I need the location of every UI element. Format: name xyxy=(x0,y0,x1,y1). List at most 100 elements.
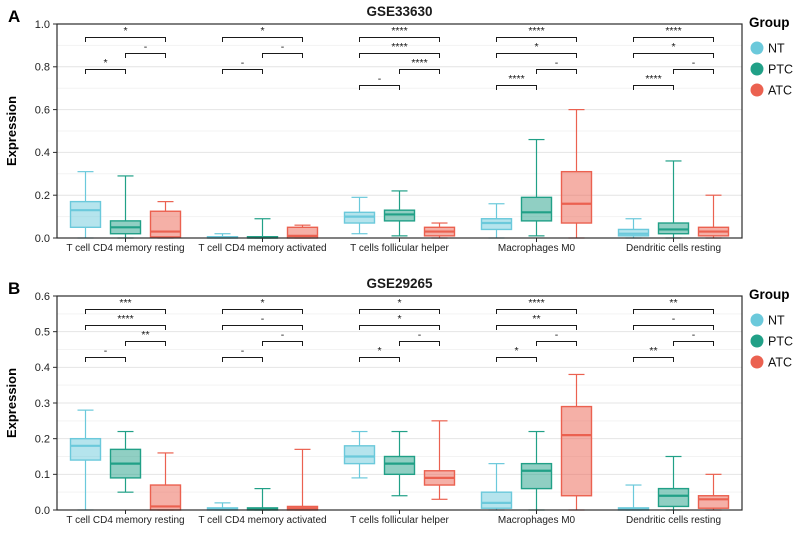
x-axis-category-label: T cells follicular helper xyxy=(350,515,449,526)
significance-bracket xyxy=(222,309,303,314)
significance-bracket xyxy=(85,325,166,330)
significance-label: **** xyxy=(665,25,681,37)
significance-bracket xyxy=(496,37,577,42)
panel-letter: A xyxy=(8,7,20,26)
y-axis-tick-label: 0.4 xyxy=(35,362,50,374)
box-NT xyxy=(343,445,376,465)
significance-bracket xyxy=(262,341,303,346)
significance-label: - xyxy=(104,345,108,357)
significance-label: * xyxy=(123,25,127,37)
significance-bracket xyxy=(633,85,674,90)
significance-label: * xyxy=(377,345,381,357)
significance-label: - xyxy=(261,313,265,325)
significance-bracket xyxy=(85,37,166,42)
legend-item-label: NT xyxy=(768,41,785,55)
significance-bracket xyxy=(85,69,126,74)
legend-title: Group xyxy=(749,15,790,30)
y-axis-title: Expression xyxy=(4,96,19,166)
box-PTC xyxy=(657,487,690,508)
significance-label: - xyxy=(672,313,676,325)
significance-bracket xyxy=(633,309,714,314)
y-axis-title: Expression xyxy=(4,368,19,438)
panel-letter: B xyxy=(8,279,20,298)
y-axis-tick-label: 0.6 xyxy=(35,104,50,116)
significance-label: **** xyxy=(391,41,407,53)
significance-bracket xyxy=(359,53,440,58)
significance-label: - xyxy=(378,73,382,85)
significance-label: ** xyxy=(532,313,540,325)
box-PTC xyxy=(520,196,553,222)
box-ATC xyxy=(149,210,182,238)
significance-bracket xyxy=(359,325,440,330)
significance-label: * xyxy=(260,25,264,37)
y-axis-tick-label: 0.2 xyxy=(35,433,50,445)
significance-label: **** xyxy=(528,297,544,309)
significance-bracket xyxy=(399,341,440,346)
legend-swatch-PTC xyxy=(750,334,764,348)
significance-bracket xyxy=(262,53,303,58)
significance-bracket xyxy=(496,357,537,362)
x-axis-category-label: Macrophages M0 xyxy=(498,515,576,526)
x-axis-category-label: T cell CD4 memory resting xyxy=(66,243,184,254)
box-PTC xyxy=(383,455,416,476)
y-axis-tick-label: 0.1 xyxy=(35,469,50,481)
box-NT xyxy=(69,437,102,461)
significance-label: * xyxy=(671,41,675,53)
significance-label: ** xyxy=(649,345,657,357)
legend-title: Group xyxy=(749,287,790,302)
y-axis-tick-label: 0.0 xyxy=(35,505,50,517)
significance-label: **** xyxy=(645,73,661,85)
legend-swatch-NT xyxy=(750,41,764,55)
significance-label: * xyxy=(397,297,401,309)
x-axis-category-label: Macrophages M0 xyxy=(498,243,576,254)
legend-swatch-NT xyxy=(750,313,764,327)
significance-bracket xyxy=(633,357,674,362)
significance-label: - xyxy=(241,57,245,69)
box-NT xyxy=(69,200,102,228)
legend-swatch-PTC xyxy=(750,62,764,76)
significance-label: - xyxy=(281,41,285,53)
significance-label: ** xyxy=(141,329,149,341)
y-axis-tick-label: 0.0 xyxy=(35,233,50,245)
box-ATC xyxy=(697,495,730,509)
legend-item-label: NT xyxy=(768,313,785,327)
x-axis-category-label: T cell CD4 memory activated xyxy=(198,243,326,254)
significance-bracket xyxy=(496,85,537,90)
significance-bracket xyxy=(359,37,440,42)
legend-item-label: PTC xyxy=(768,62,793,76)
y-axis-tick-label: 0.5 xyxy=(35,326,50,338)
significance-label: * xyxy=(103,57,107,69)
significance-label: **** xyxy=(391,25,407,37)
legend-item-label: ATC xyxy=(768,355,792,369)
y-axis-tick-label: 0.4 xyxy=(35,147,50,159)
legend-swatch-ATC xyxy=(750,355,764,369)
significance-bracket xyxy=(536,69,577,74)
chart-title: GSE29265 xyxy=(366,276,433,291)
significance-bracket xyxy=(633,37,714,42)
box-ATC xyxy=(560,170,593,224)
significance-label: * xyxy=(534,41,538,53)
significance-label: - xyxy=(692,329,696,341)
box-ATC xyxy=(560,405,593,497)
significance-bracket xyxy=(125,53,166,58)
significance-bracket xyxy=(673,69,714,74)
legend-item-label: ATC xyxy=(768,83,792,97)
significance-label: **** xyxy=(528,25,544,37)
significance-label: ** xyxy=(669,297,677,309)
significance-label: - xyxy=(144,41,148,53)
significance-label: * xyxy=(514,345,518,357)
significance-bracket xyxy=(125,341,166,346)
significance-bracket xyxy=(536,341,577,346)
y-axis-tick-label: 1.0 xyxy=(35,19,50,31)
significance-label: **** xyxy=(508,73,524,85)
significance-bracket xyxy=(222,69,263,74)
legend-swatch-ATC xyxy=(750,83,764,97)
significance-label: *** xyxy=(119,297,131,309)
significance-bracket xyxy=(496,53,577,58)
x-axis-category-label: Dendritic cells resting xyxy=(626,243,721,254)
box-NT xyxy=(480,491,513,509)
significance-bracket xyxy=(496,309,577,314)
y-axis-tick-label: 0.6 xyxy=(35,291,50,303)
